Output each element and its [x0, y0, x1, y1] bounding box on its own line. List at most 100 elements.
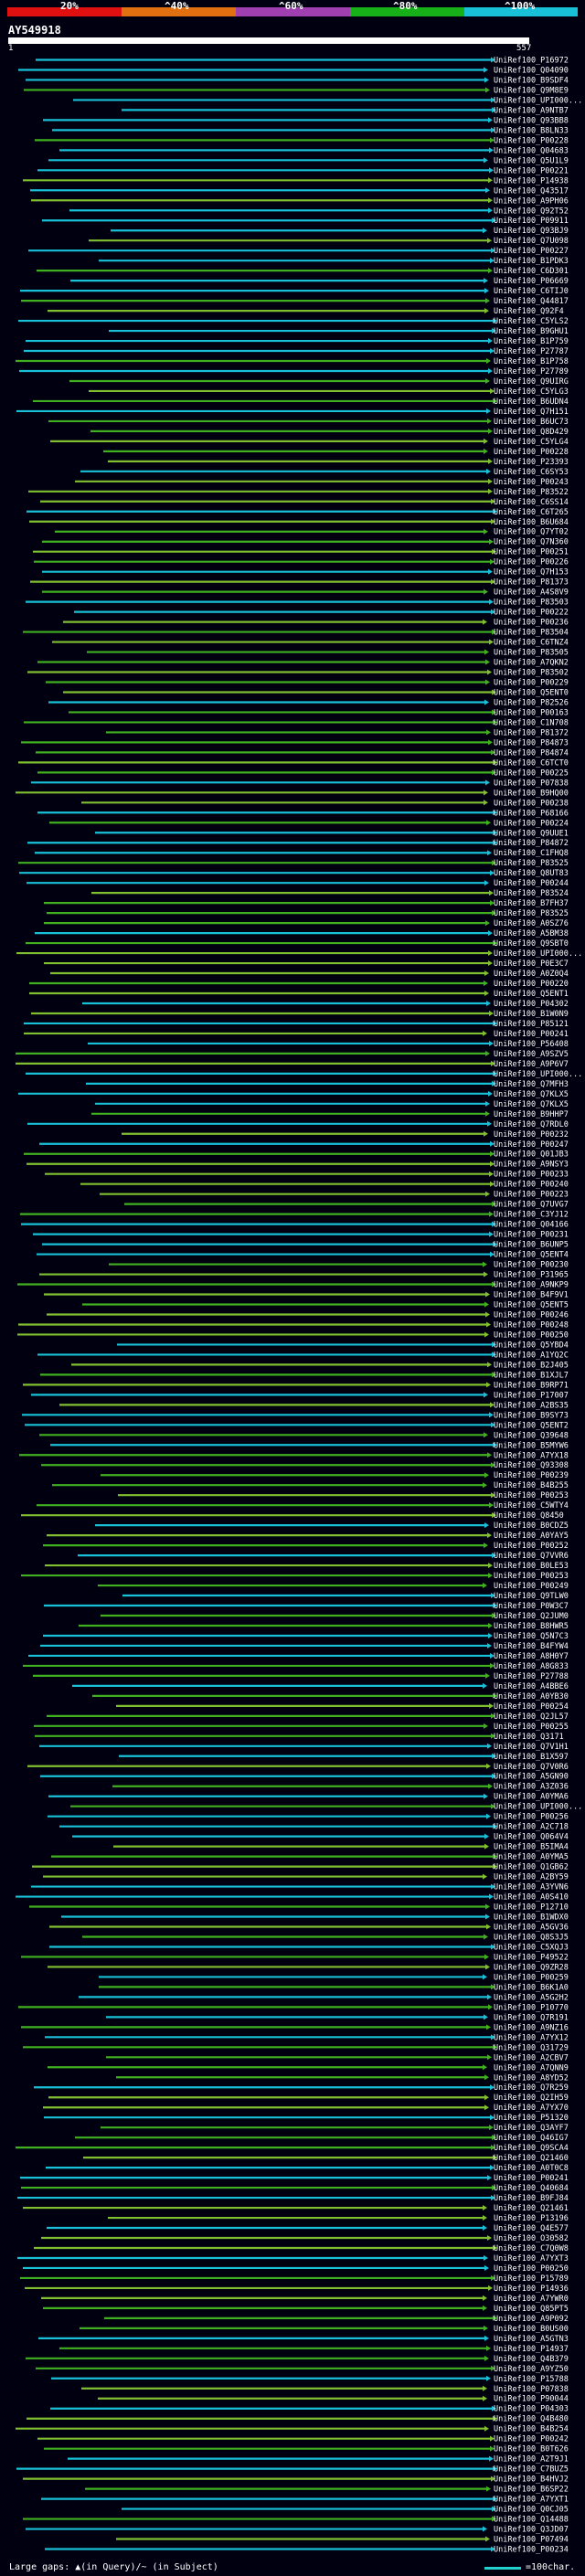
hit-label[interactable]: UniRef100_P00232	[494, 1130, 569, 1140]
hit-label[interactable]: UniRef100_P00254	[494, 1702, 569, 1712]
hit-label[interactable]: UniRef100_Q39648	[494, 1431, 569, 1440]
hit-label[interactable]: UniRef100_UPI000...	[494, 1070, 582, 1079]
hit-label[interactable]: UniRef100_P15789	[494, 2274, 569, 2284]
hit-label[interactable]: UniRef100_Q7YT02	[494, 528, 569, 537]
hit-label[interactable]: UniRef100_C6T265	[494, 508, 569, 517]
hit-label[interactable]: UniRef100_B0T626	[494, 2445, 569, 2454]
hit-label[interactable]: UniRef100_Q7R191	[494, 2013, 569, 2022]
hit-label[interactable]: UniRef100_A9P6V7	[494, 1060, 569, 1069]
hit-label[interactable]: UniRef100_P14936	[494, 2284, 569, 2294]
hit-label[interactable]: UniRef100_Q7V1H1	[494, 1743, 569, 1752]
hit-label[interactable]: UniRef100_Q04683	[494, 146, 569, 155]
hit-label[interactable]: UniRef100_Q7H151	[494, 408, 569, 417]
hit-label[interactable]: UniRef100_B5MYW6	[494, 1441, 569, 1450]
hit-label[interactable]: UniRef100_P23393	[494, 458, 569, 467]
hit-label[interactable]: UniRef100_P00250	[494, 1330, 569, 1340]
hit-label[interactable]: UniRef100_P00239	[494, 1471, 569, 1480]
hit-label[interactable]: UniRef100_B6SP22	[494, 2486, 569, 2495]
hit-label[interactable]: UniRef100_P00236	[494, 619, 569, 628]
hit-label[interactable]: UniRef100_Q9M8E9	[494, 86, 569, 95]
hit-label[interactable]: UniRef100_P00227	[494, 247, 569, 256]
hit-label[interactable]: UniRef100_A5GV36	[494, 1924, 569, 1933]
hit-label[interactable]: UniRef100_UPI000...	[494, 96, 582, 105]
hit-label[interactable]: UniRef100_P84873	[494, 738, 569, 747]
hit-label[interactable]: UniRef100_P83524	[494, 889, 569, 898]
hit-label[interactable]: UniRef100_B4B254	[494, 2425, 569, 2434]
hit-label[interactable]: UniRef100_P07838	[494, 2385, 569, 2394]
hit-label[interactable]: UniRef100_P00240	[494, 1181, 569, 1190]
hit-label[interactable]: UniRef100_P00252	[494, 1542, 569, 1551]
hit-label[interactable]: UniRef100_Q9UIRG	[494, 377, 569, 387]
hit-label[interactable]: UniRef100_A0S410	[494, 1893, 569, 1903]
hit-label[interactable]: UniRef100_Q14488	[494, 2516, 569, 2525]
hit-label[interactable]: UniRef100_C5WTY4	[494, 1501, 569, 1511]
hit-label[interactable]: UniRef100_P00241	[494, 2174, 569, 2183]
hit-label[interactable]: UniRef100_P83525	[494, 909, 569, 918]
hit-label[interactable]: UniRef100_P27787	[494, 347, 569, 356]
hit-label[interactable]: UniRef100_A8H0Y7	[494, 1652, 569, 1661]
hit-label[interactable]: UniRef100_Q04166	[494, 1221, 569, 1230]
hit-label[interactable]: UniRef100_A3Z036	[494, 1783, 569, 1792]
hit-label[interactable]: UniRef100_A0Z0Q4	[494, 970, 569, 979]
hit-label[interactable]: UniRef100_P82526	[494, 698, 569, 707]
hit-label[interactable]: UniRef100_C1FHQ8	[494, 849, 569, 858]
hit-label[interactable]: UniRef100_B9GHU1	[494, 327, 569, 336]
hit-label[interactable]: UniRef100_O30582	[494, 2234, 569, 2243]
hit-label[interactable]: UniRef100_Q7V0R6	[494, 1763, 569, 1772]
hit-label[interactable]: UniRef100_B0CDZ5	[494, 1521, 569, 1531]
hit-label[interactable]: UniRef100_C5XQJ3	[494, 1943, 569, 1952]
hit-label[interactable]: UniRef100_A0SZ76	[494, 919, 569, 928]
hit-label[interactable]: UniRef100_P15788	[494, 2375, 569, 2384]
hit-label[interactable]: UniRef100_B8HWR5	[494, 1622, 569, 1631]
hit-label[interactable]: UniRef100_P00234	[494, 2546, 569, 2555]
hit-label[interactable]: UniRef100_A0YMA6	[494, 1793, 569, 1802]
hit-label[interactable]: UniRef100_Q5U1L9	[494, 156, 569, 165]
hit-label[interactable]: UniRef100_B1XJL7	[494, 1371, 569, 1380]
hit-label[interactable]: UniRef100_A9NZ16	[494, 2023, 569, 2032]
hit-label[interactable]: UniRef100_Q93BJ9	[494, 227, 569, 236]
hit-label[interactable]: UniRef100_P00241	[494, 1030, 569, 1039]
hit-label[interactable]: UniRef100_C5YLG4	[494, 438, 569, 447]
hit-label[interactable]: UniRef100_C6TCT0	[494, 758, 569, 768]
hit-label[interactable]: UniRef100_Q5N7C3	[494, 1632, 569, 1641]
hit-label[interactable]: UniRef100_Q8450	[494, 1511, 564, 1521]
hit-label[interactable]: UniRef100_Q3AYF7	[494, 2124, 569, 2133]
hit-label[interactable]: UniRef100_P27788	[494, 1672, 569, 1681]
hit-label[interactable]: UniRef100_Q44817	[494, 297, 569, 306]
hit-label[interactable]: UniRef100_Q2IH59	[494, 2094, 569, 2103]
hit-label[interactable]: UniRef100_Q4B480	[494, 2415, 569, 2424]
hit-label[interactable]: UniRef100_Q43517	[494, 186, 569, 196]
hit-label[interactable]: UniRef100_B4B255	[494, 1481, 569, 1490]
hit-label[interactable]: UniRef100_P00249	[494, 1582, 569, 1591]
hit-label[interactable]: UniRef100_B0LE53	[494, 1562, 569, 1571]
hit-label[interactable]: UniRef100_C6D301	[494, 267, 569, 276]
hit-label[interactable]: UniRef100_P00220	[494, 980, 569, 989]
hit-label[interactable]: UniRef100_B1W0N9	[494, 1010, 569, 1019]
hit-label[interactable]: UniRef100_P16972	[494, 56, 569, 65]
hit-label[interactable]: UniRef100_C6TNZ4	[494, 639, 569, 648]
hit-label[interactable]: UniRef100_Q3171	[494, 1733, 564, 1742]
hit-label[interactable]: UniRef100_P0E3C7	[494, 959, 569, 969]
hit-label[interactable]: UniRef100_UPI000...	[494, 1803, 582, 1812]
hit-label[interactable]: UniRef100_Q7MFH3	[494, 1080, 569, 1089]
hit-label[interactable]: UniRef100_P00233	[494, 1171, 569, 1180]
hit-label[interactable]: UniRef100_B6UC73	[494, 418, 569, 427]
hit-label[interactable]: UniRef100_P07494	[494, 2536, 569, 2545]
hit-label[interactable]: UniRef100_P00247	[494, 1140, 569, 1150]
hit-label[interactable]: UniRef100_B9SY73	[494, 1411, 569, 1420]
hit-label[interactable]: UniRef100_P14938	[494, 176, 569, 186]
hit-label[interactable]: UniRef100_Q01JB3	[494, 1150, 569, 1160]
hit-label[interactable]: UniRef100_B9HQ00	[494, 789, 569, 798]
hit-label[interactable]: UniRef100_P00246	[494, 1310, 569, 1320]
hit-label[interactable]: UniRef100_B9FJ84	[494, 2194, 569, 2203]
hit-label[interactable]: UniRef100_C6TIJ0	[494, 287, 569, 296]
hit-label[interactable]: UniRef100_Q85PT5	[494, 2305, 569, 2314]
hit-label[interactable]: UniRef100_B4F9V1	[494, 1291, 569, 1300]
hit-label[interactable]: UniRef100_P83505	[494, 649, 569, 658]
hit-label[interactable]: UniRef100_A4S8V9	[494, 588, 569, 598]
hit-label[interactable]: UniRef100_A9NSY3	[494, 1161, 569, 1170]
hit-label[interactable]: UniRef100_C6SY53	[494, 468, 569, 477]
hit-label[interactable]: UniRef100_A2C718	[494, 1823, 569, 1832]
hit-label[interactable]: UniRef100_P85121	[494, 1020, 569, 1029]
hit-label[interactable]: UniRef100_A9YZ50	[494, 2365, 569, 2374]
